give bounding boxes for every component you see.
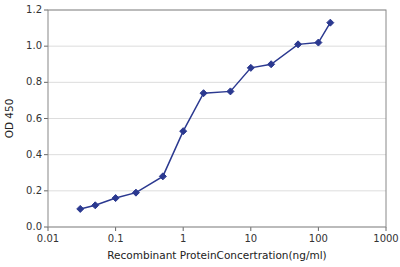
tick-mark — [44, 46, 48, 47]
tick-mark — [44, 10, 48, 11]
tick-mark — [318, 227, 319, 231]
tick-mark — [44, 227, 48, 228]
grid-line — [48, 190, 386, 191]
marker — [295, 41, 302, 48]
grid-line — [48, 46, 386, 47]
tick-label: 1 — [180, 233, 186, 244]
chart-svg: 0.0 0.2 0.4 0.6 0.8 1.0 1.2 0.01 0.1 1 10 100 1000 Re… — [0, 0, 400, 267]
tick-label: 0.01 — [37, 233, 59, 244]
x-axis: 0.01 0.1 1 10 100 1000 — [37, 227, 399, 244]
marker — [159, 173, 166, 180]
grid-line — [48, 118, 386, 119]
tick-label: 0.8 — [26, 76, 42, 87]
tick-label: 0.0 — [26, 221, 42, 232]
tick-mark — [250, 227, 251, 231]
tick-mark — [48, 227, 49, 231]
tick-mark — [44, 154, 48, 155]
tick-label: 1.2 — [26, 4, 42, 15]
tick-label: 0.6 — [26, 113, 42, 124]
tick-label: 100 — [309, 233, 328, 244]
grid — [48, 10, 386, 227]
grid-line — [48, 154, 386, 155]
tick-mark — [44, 118, 48, 119]
marker — [268, 61, 275, 68]
marker — [92, 202, 99, 209]
y-axis: 0.0 0.2 0.4 0.6 0.8 1.0 1.2 — [26, 4, 48, 232]
marker — [132, 189, 139, 196]
grid-line — [48, 82, 386, 83]
tick-label: 1.0 — [26, 40, 42, 51]
marker — [77, 205, 84, 212]
marker — [227, 88, 234, 95]
tick-label: 0.4 — [26, 149, 42, 160]
tick-mark — [44, 82, 48, 83]
marker — [327, 19, 334, 26]
tick-mark — [115, 227, 116, 231]
y-axis-label: OD 450 — [3, 99, 15, 139]
marker — [315, 39, 322, 46]
marker — [200, 90, 207, 97]
x-axis-label: Recombinant ProteinConcertration(ng/ml) — [107, 249, 326, 261]
line — [80, 23, 330, 209]
marker — [180, 128, 187, 135]
marker — [112, 195, 119, 202]
chart-container: 0.0 0.2 0.4 0.6 0.8 1.0 1.2 0.01 0.1 1 10 100 1000 Re… — [0, 0, 400, 267]
tick-mark — [183, 227, 184, 231]
series — [77, 19, 334, 212]
tick-mark — [44, 190, 48, 191]
tick-label: 1000 — [373, 233, 398, 244]
tick-mark — [386, 227, 387, 231]
tick-label: 10 — [244, 233, 257, 244]
tick-label: 0.2 — [26, 185, 42, 196]
tick-label: 0.1 — [108, 233, 124, 244]
plot-background — [48, 10, 386, 227]
plot-frame — [48, 10, 386, 227]
marker — [247, 64, 254, 71]
